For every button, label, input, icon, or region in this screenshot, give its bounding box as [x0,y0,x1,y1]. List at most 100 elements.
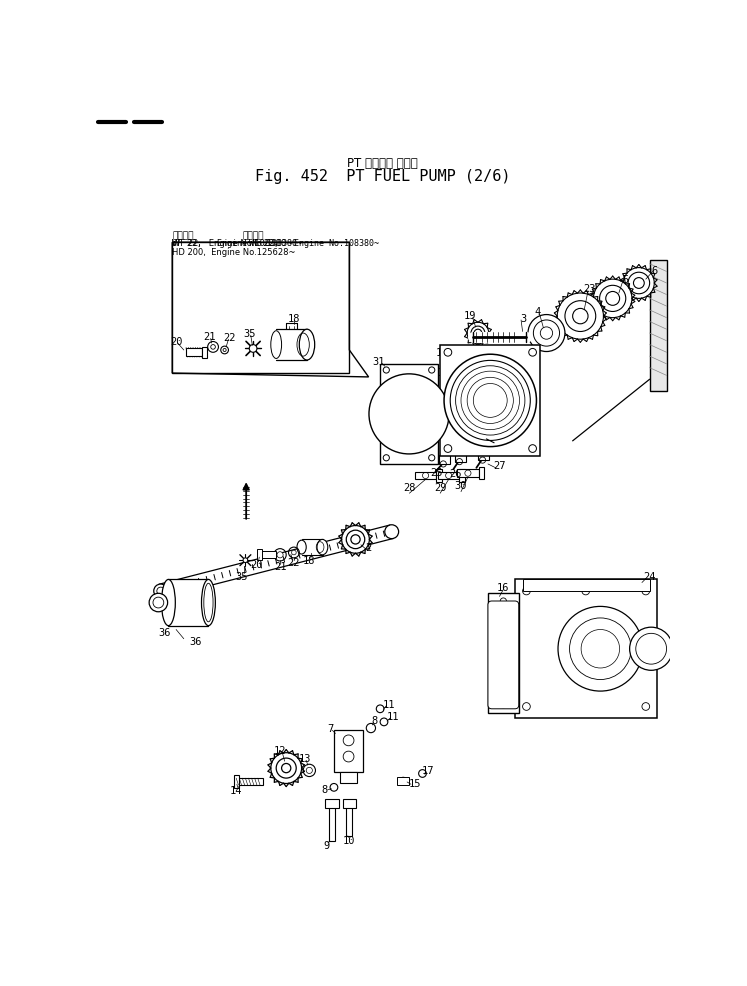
Text: 22: 22 [288,558,300,568]
Circle shape [474,330,482,337]
Bar [340,772,357,784]
Text: 7: 7 [327,724,333,734]
Circle shape [630,627,673,670]
Bar [415,472,436,480]
Circle shape [606,292,619,306]
Text: 29: 29 [434,482,447,493]
Circle shape [600,286,626,313]
Text: 3: 3 [520,314,527,323]
Text: 31: 31 [372,356,385,367]
Circle shape [444,355,536,448]
Text: 20: 20 [170,336,182,346]
Text: 26: 26 [450,468,462,478]
Text: 8: 8 [371,716,378,726]
Text: 12: 12 [274,745,286,755]
Ellipse shape [202,580,215,626]
Circle shape [528,316,565,352]
Circle shape [291,550,297,555]
Circle shape [462,371,465,374]
Text: 2: 2 [365,542,372,552]
Text: 15: 15 [409,779,421,789]
FancyBboxPatch shape [488,601,518,709]
Bar [259,551,276,558]
Circle shape [558,606,642,691]
Circle shape [467,323,489,344]
Text: 33: 33 [450,358,462,368]
Bar [397,778,409,785]
Text: 11: 11 [387,712,400,722]
Text: 28: 28 [403,482,415,493]
Circle shape [243,558,248,563]
Bar [455,453,465,462]
Ellipse shape [300,330,314,361]
Text: 18: 18 [288,314,300,323]
Bar [457,470,479,477]
Text: 6: 6 [651,265,657,276]
Text: 10: 10 [343,835,356,845]
Bar [436,470,441,482]
Circle shape [533,320,560,347]
Bar [343,799,356,809]
Text: 4: 4 [535,308,541,317]
Bar [276,330,307,361]
Circle shape [565,302,596,332]
Bar [515,580,657,719]
Text: 21: 21 [274,562,286,572]
Text: 24: 24 [643,572,656,582]
Circle shape [277,552,283,558]
Text: 20: 20 [251,559,263,570]
Text: 36: 36 [158,627,171,637]
Circle shape [271,753,302,784]
Text: 18: 18 [303,556,315,566]
Circle shape [223,349,226,352]
Circle shape [557,294,604,340]
Circle shape [306,767,312,774]
Circle shape [624,268,654,299]
Bar [380,365,438,464]
Text: 23: 23 [583,284,596,294]
Bar [234,775,239,789]
Ellipse shape [297,540,306,554]
Circle shape [347,530,365,549]
Circle shape [154,585,167,599]
Bar [440,345,540,457]
Text: 21: 21 [203,331,215,342]
Text: 35: 35 [243,328,255,339]
Bar [202,347,207,358]
Text: 25: 25 [430,467,443,477]
Bar [168,580,208,626]
Circle shape [628,273,650,295]
Text: 適用号機: 適用号機 [242,231,264,240]
Text: 適用号機: 適用号機 [173,231,193,240]
Bar [650,260,666,391]
Text: WF 22,   Engine No.108380~: WF 22, Engine No.108380~ [173,240,303,248]
Bar [439,456,450,464]
Circle shape [249,345,257,353]
Polygon shape [159,526,394,599]
Bar [474,354,483,362]
Text: 32: 32 [484,346,497,356]
Ellipse shape [161,580,176,626]
Bar [334,730,363,772]
Text: PT フェエル ポンプ: PT フェエル ポンプ [347,157,418,170]
Text: 27: 27 [493,461,506,471]
Circle shape [276,758,297,778]
Text: 9: 9 [323,840,329,850]
Circle shape [351,535,360,544]
Text: HD 200,  Engine No.125628~: HD 200, Engine No.125628~ [173,247,296,256]
Circle shape [385,526,399,539]
Circle shape [341,526,369,554]
Text: 34: 34 [437,367,450,378]
Text: 1: 1 [436,348,441,358]
Circle shape [369,375,449,455]
Bar [236,778,263,785]
Bar [347,802,353,836]
Bar [302,540,323,555]
Circle shape [471,326,485,340]
Circle shape [573,309,588,324]
Text: 8: 8 [321,784,328,794]
Text: 13: 13 [299,753,311,763]
Circle shape [452,379,455,382]
Bar [478,452,489,460]
Text: 30: 30 [455,481,467,491]
